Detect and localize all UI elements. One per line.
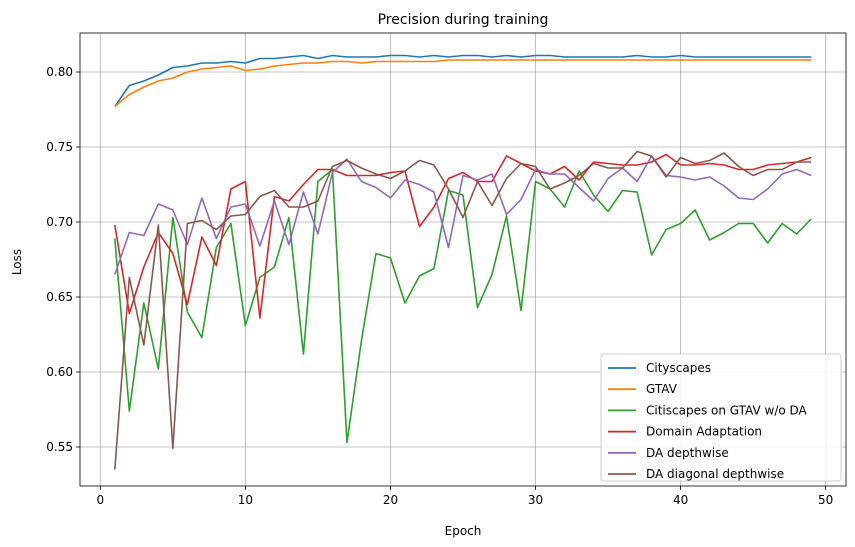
y-tick-label: 0.80 xyxy=(46,65,73,79)
y-tick-label: 0.60 xyxy=(46,365,73,379)
x-axis-ticks: 0 10 20 30 40 50 xyxy=(96,486,833,507)
series-line-citiscapes-on-gtav-w-o-da xyxy=(114,168,812,444)
y-axis-ticks: 0.55 0.60 0.65 0.70 0.75 0.80 xyxy=(46,65,80,454)
y-axis-label: Loss xyxy=(10,249,24,275)
series-line-da-depthwise xyxy=(114,155,812,275)
x-tick-label: 40 xyxy=(673,493,688,507)
y-tick-label: 0.55 xyxy=(46,440,73,454)
x-tick-label: 0 xyxy=(96,493,104,507)
x-tick-label: 50 xyxy=(818,493,833,507)
y-tick-label: 0.65 xyxy=(46,290,73,304)
y-tick-label: 0.70 xyxy=(46,215,73,229)
x-tick-label: 10 xyxy=(238,493,253,507)
x-axis-label: Epoch xyxy=(445,524,482,538)
legend-label: Cityscapes xyxy=(646,361,711,375)
grid xyxy=(80,33,846,486)
y-tick-label: 0.75 xyxy=(46,140,73,154)
plot-frame xyxy=(79,32,847,487)
legend-label: Citiscapes on GTAV w/o DA xyxy=(646,403,808,417)
legend-label: DA diagonal depthwise xyxy=(646,467,784,481)
series-line-cityscapes xyxy=(114,54,812,107)
series-line-da-diagonal-depthwise xyxy=(114,150,812,470)
legend-label: DA depthwise xyxy=(646,446,729,460)
legend-box xyxy=(600,353,842,482)
x-tick-label: 30 xyxy=(528,493,543,507)
series-line-domain-adaptation xyxy=(114,153,812,319)
legend-label: GTAV xyxy=(646,382,678,396)
legend-label: Domain Adaptation xyxy=(646,425,762,439)
legend: Cityscapes GTAV Citiscapes on GTAV w/o DA D… xyxy=(600,353,842,482)
chart-title: Precision during training xyxy=(378,12,549,28)
x-tick-label: 20 xyxy=(383,493,398,507)
series-line-gtav xyxy=(114,59,812,108)
series-lines xyxy=(114,54,812,470)
